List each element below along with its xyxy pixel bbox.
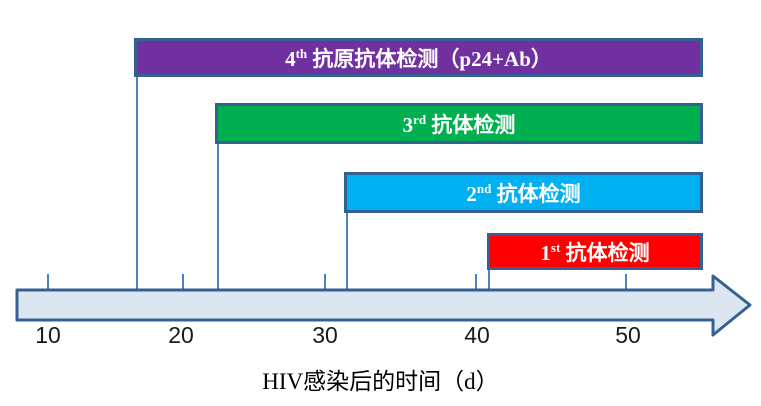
- bar-ordinal-suffix: nd: [476, 180, 492, 196]
- connector-line-4th-gen: [136, 77, 138, 291]
- bar-label-3rd-gen: 3rd 抗体检测: [403, 109, 516, 139]
- gantt-bar-1st-gen-test: 1st 抗体检测: [487, 233, 703, 270]
- gantt-bar-2nd-gen-test: 2nd 抗体检测: [344, 172, 703, 213]
- bar-ordinal-suffix: th: [295, 45, 308, 61]
- gantt-bar-3rd-gen-test: 3rd 抗体检测: [215, 103, 703, 144]
- axis-tick-label-50: 50: [615, 322, 641, 348]
- bar-title-text: 抗体检测: [560, 240, 650, 265]
- x-axis-title: HIV感染后的时间（d）: [262, 369, 499, 394]
- bar-ordinal: 2: [466, 181, 477, 206]
- bar-ordinal: 1: [540, 240, 551, 265]
- bar-title-text: 抗体检测: [491, 181, 581, 206]
- axis-tick-label-10: 10: [35, 322, 61, 348]
- bar-ordinal-suffix: rd: [413, 111, 427, 127]
- connector-line-1st-gen: [488, 270, 490, 291]
- axis-tick-50: [625, 274, 627, 292]
- axis-tick-30: [324, 274, 326, 292]
- bar-label-1st-gen: 1st 抗体检测: [540, 237, 649, 267]
- bar-label-4th-gen: 4th 抗原抗体检测（p24+Ab）: [285, 43, 552, 73]
- bar-ordinal: 4: [285, 46, 296, 71]
- axis-tick-label-40: 40: [464, 322, 490, 348]
- bar-label-2nd-gen: 2nd 抗体检测: [466, 178, 580, 208]
- connector-line-3rd-gen: [217, 144, 219, 291]
- bar-ordinal: 3: [402, 112, 414, 137]
- axis-tick-40: [475, 274, 477, 292]
- bar-title-text: 抗体检测: [426, 112, 516, 137]
- gantt-bar-4th-gen-test: 4th 抗原抗体检测（p24+Ab）: [134, 38, 703, 77]
- axis-tick-label-20: 20: [168, 322, 194, 348]
- axis-tick-label-30: 30: [312, 322, 338, 348]
- bar-title-text: 抗原抗体检测（p24+Ab）: [307, 46, 552, 71]
- axis-tick-10: [47, 274, 49, 292]
- axis-tick-20: [182, 274, 184, 292]
- connector-line-2nd-gen: [346, 213, 348, 291]
- bar-ordinal-suffix: st: [550, 239, 561, 255]
